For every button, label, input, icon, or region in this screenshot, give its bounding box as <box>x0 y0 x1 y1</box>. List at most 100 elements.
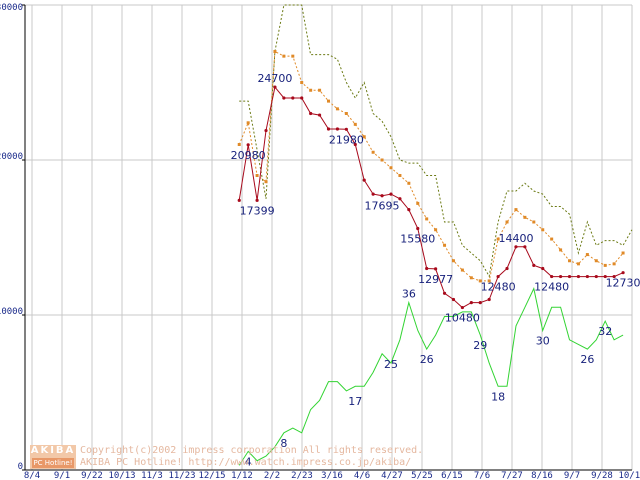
price_avg-line <box>238 50 624 282</box>
price_avg-point <box>353 122 357 126</box>
shop_count-data-label: 26 <box>420 353 434 366</box>
price_avg-point <box>318 88 322 92</box>
price_avg-point <box>309 88 313 92</box>
price_avg-point <box>514 208 518 212</box>
price_low-point <box>353 142 357 147</box>
price_avg-point <box>460 268 464 272</box>
price_avg-point <box>425 217 429 221</box>
price_avg-point <box>478 279 482 283</box>
price_low-point <box>603 274 607 279</box>
price_avg-point <box>443 243 447 247</box>
price_avg-point <box>451 259 455 263</box>
price_low-data-label: 12730 <box>606 277 640 290</box>
price_low-point <box>460 305 464 310</box>
shop_count-data-label: 29 <box>473 339 487 352</box>
price_avg-point <box>371 150 375 154</box>
x-tick-label: 6/15 <box>441 471 463 480</box>
price_low-point <box>291 96 295 100</box>
price_low-point <box>496 274 500 279</box>
price_low-point <box>469 301 473 305</box>
price_avg-point <box>237 143 241 146</box>
price_low-point <box>576 274 581 279</box>
price_low-point <box>407 208 411 212</box>
price_avg-point <box>550 237 554 241</box>
price_low-point <box>451 297 456 302</box>
shop_count-data-label: 25 <box>384 358 398 371</box>
price_low-point <box>362 178 366 182</box>
price_low-point <box>478 301 482 305</box>
price_avg-point <box>469 276 473 280</box>
x-tick-label: 8/16 <box>531 471 553 480</box>
price_avg-point <box>273 50 277 53</box>
price_low-point <box>380 194 384 198</box>
price_avg-point <box>380 158 384 162</box>
price_low-data-label: 24700 <box>257 72 292 85</box>
price_low-point <box>585 274 589 279</box>
hotline-url-line: AKIBA PC Hotline! http://www.watch.impre… <box>80 457 412 468</box>
y-tick-label: 10000 <box>0 307 23 317</box>
price_avg-point <box>532 220 536 224</box>
price_avg-point <box>416 201 420 205</box>
price_low-point <box>514 245 518 249</box>
shop_count-data-label: 32 <box>598 325 612 338</box>
price_low-point <box>425 266 429 271</box>
price_low-point <box>317 113 322 117</box>
price_avg-point <box>603 263 607 267</box>
price_avg-point <box>398 174 402 177</box>
price_avg-point <box>612 262 616 266</box>
x-tick-label: 9/7 <box>564 471 580 480</box>
y-tick-label: 20000 <box>0 152 23 162</box>
price_low-point <box>550 274 554 279</box>
price_low-point <box>434 267 438 271</box>
shop_count-data-label: 4 <box>245 455 252 468</box>
price_avg-point <box>576 262 580 266</box>
shop_count-data-label: 26 <box>580 353 594 366</box>
price_low-point <box>416 226 420 231</box>
price_low-point <box>532 263 536 267</box>
shop_count-data-label: 17 <box>348 395 362 408</box>
x-tick-label: 3/16 <box>321 471 343 480</box>
price_low-point <box>246 143 250 147</box>
price_low-point <box>621 271 625 275</box>
price_low-data-label: 12480 <box>481 281 516 294</box>
price_avg-point <box>327 99 330 103</box>
price_avg-point <box>246 121 250 125</box>
price_low-point <box>442 291 447 295</box>
x-tick-label: 9/1 <box>54 471 70 480</box>
price_low-data-label: 14400 <box>498 232 533 245</box>
x-tick-label: 12/15 <box>198 471 225 480</box>
price_avg-point <box>362 135 366 139</box>
shop_count-data-label: 30 <box>536 335 550 348</box>
price_avg-point <box>594 259 598 263</box>
price_avg-point <box>300 81 304 84</box>
x-tick-label: 11/3 <box>141 471 163 480</box>
price_avg-point <box>255 174 259 177</box>
x-tick-label: 7/27 <box>501 471 523 480</box>
price_low-point <box>505 266 509 271</box>
price_low-point <box>255 198 259 202</box>
x-tick-label: 11/23 <box>168 471 195 480</box>
y-tick-label: 0 <box>18 462 23 472</box>
x-tick-label: 10/19 <box>618 471 640 480</box>
price_low-point <box>344 127 348 131</box>
x-tick-label: 4/27 <box>381 471 403 480</box>
x-tick-label: 10/13 <box>108 471 135 480</box>
price_low-point <box>371 192 375 196</box>
logo-bottom-text: PC Hotline! <box>32 458 74 468</box>
x-tick-label: 4/6 <box>354 471 370 480</box>
price_low-point <box>523 245 527 249</box>
price_avg-point <box>585 253 589 257</box>
x-tick-label: 9/28 <box>591 471 613 480</box>
price_low-data-label: 12480 <box>534 281 569 294</box>
price_avg-point <box>621 251 625 255</box>
price_low-point <box>541 266 545 271</box>
logo-top-text: AKIBA <box>30 445 76 456</box>
price_avg-point <box>344 112 348 115</box>
shop_count-data-label: 8 <box>280 437 287 450</box>
price_low-point <box>237 198 241 202</box>
shop_count-data-label: 36 <box>402 288 416 301</box>
price_low-point <box>567 274 572 279</box>
price_low-point <box>264 128 268 133</box>
price_avg-point <box>559 248 563 252</box>
